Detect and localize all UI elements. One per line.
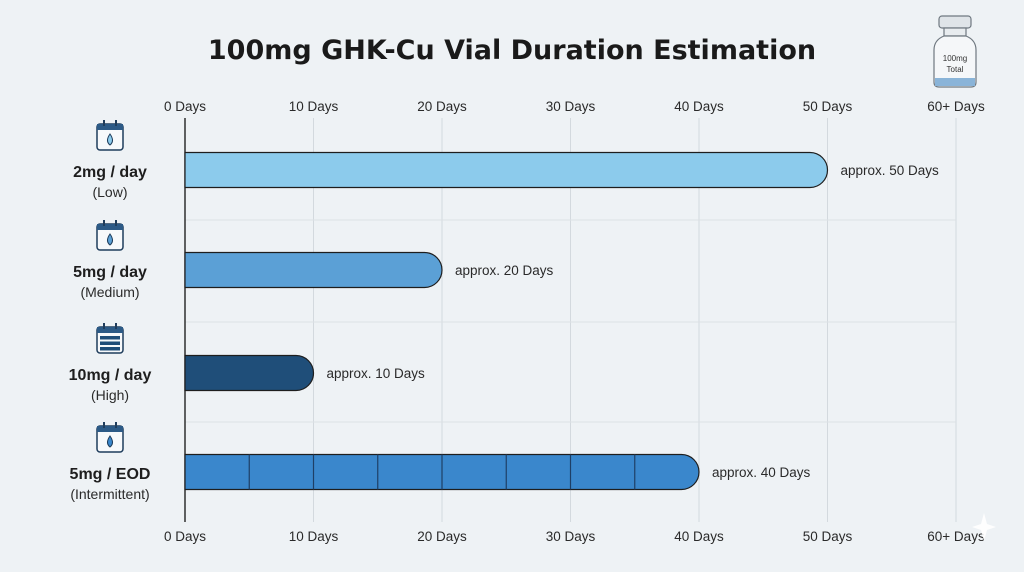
- bar-2: approx. 20 Days: [184, 251, 554, 289]
- top-tick-label: 0 Days: [164, 99, 206, 114]
- top-tick-label: 30 Days: [546, 99, 596, 114]
- category-label: 5mg / EOD: [70, 466, 151, 483]
- bottom-tick-label: 60+ Days: [927, 529, 985, 544]
- bar-3: approx. 10 Days: [184, 354, 426, 392]
- top-tick-label: 60+ Days: [927, 99, 985, 114]
- category-1: 2mg / day (Low): [73, 120, 147, 200]
- bar-shape: [184, 354, 315, 392]
- data-label: approx. 10 Days: [327, 366, 426, 381]
- bar-1: approx. 50 Days: [184, 151, 940, 189]
- vial-label-amount: 100mg: [943, 54, 967, 63]
- calendar-drop-icon: [96, 422, 124, 453]
- bottom-tick-label: 50 Days: [803, 529, 853, 544]
- vial-icon: 100mg Total: [933, 15, 977, 88]
- category-3: 10mg / day (High): [69, 323, 152, 403]
- category-sublabel: (High): [91, 387, 129, 403]
- calendar-drop-icon: [96, 120, 124, 151]
- calendar-filled-icon: [96, 323, 124, 354]
- category-sublabel: (Medium): [80, 284, 139, 300]
- data-label: approx. 20 Days: [455, 263, 554, 278]
- bottom-tick-label: 10 Days: [289, 529, 339, 544]
- bottom-axis-ticks: 0 Days 10 Days 20 Days 30 Days 40 Days 50 Day…: [164, 529, 985, 544]
- top-tick-label: 10 Days: [289, 99, 339, 114]
- bar-shape: [184, 251, 443, 289]
- category-label: 2mg / day: [73, 164, 147, 181]
- category-labels: 2mg / day (Low) 5mg / day (Medium) 10mg / da…: [69, 120, 152, 502]
- category-label: 5mg / day: [73, 264, 147, 281]
- bars: approx. 50 Days approx. 20 Days approx. 10…: [184, 151, 940, 491]
- data-label: approx. 40 Days: [712, 465, 811, 480]
- category-label: 10mg / day: [69, 367, 152, 384]
- bottom-tick-label: 30 Days: [546, 529, 596, 544]
- bar-shape: [184, 151, 829, 189]
- category-sublabel: (Intermittent): [70, 486, 149, 502]
- category-4: 5mg / EOD (Intermittent): [70, 422, 151, 502]
- chart-title: 100mg GHK-Cu Vial Duration Estimation: [208, 35, 816, 66]
- top-axis-ticks: 0 Days 10 Days 20 Days 30 Days 40 Days 50 Day…: [164, 99, 985, 114]
- top-tick-label: 50 Days: [803, 99, 853, 114]
- bottom-tick-label: 0 Days: [164, 529, 206, 544]
- calendar-drop-icon: [96, 220, 124, 251]
- top-tick-label: 20 Days: [417, 99, 467, 114]
- sparkle-icon: [972, 513, 996, 541]
- data-label: approx. 50 Days: [841, 163, 940, 178]
- category-sublabel: (Low): [92, 184, 127, 200]
- bottom-tick-label: 20 Days: [417, 529, 467, 544]
- top-tick-label: 40 Days: [674, 99, 724, 114]
- bar-4: approx. 40 Days: [184, 453, 811, 491]
- bottom-tick-label: 40 Days: [674, 529, 724, 544]
- category-2: 5mg / day (Medium): [73, 220, 147, 300]
- vial-label-total: Total: [947, 65, 964, 74]
